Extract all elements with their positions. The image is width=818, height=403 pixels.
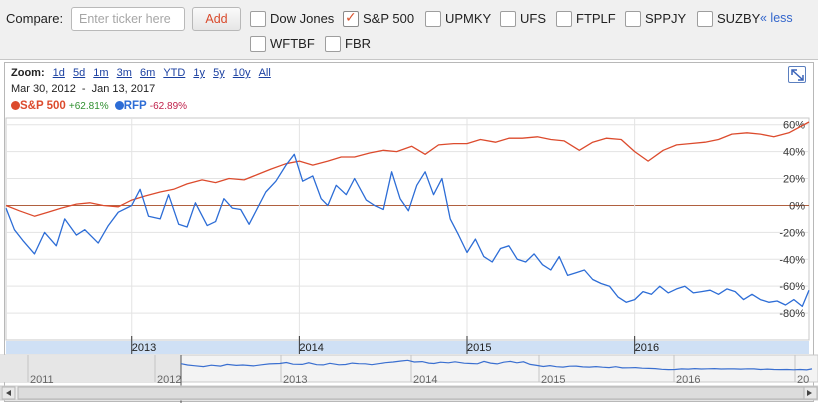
checkbox-sp500[interactable]: ✓ [343,9,359,27]
compare-label: Compare: [6,11,64,26]
chart-legend: S&P 500 +62.81% RFP -62.89% [11,100,187,112]
date-separator: - [81,83,86,95]
ticker-label-wftbf[interactable]: WFTBF [270,36,315,51]
zoom-6m[interactable]: 6m [139,67,156,79]
x-tick-label: 2013 [132,342,156,354]
less-link[interactable]: « less [760,11,793,25]
y-tick-label: 0% [789,200,805,212]
zoom-10y[interactable]: 10y [232,67,251,79]
checkbox-wftbf[interactable] [250,36,266,52]
navigator-year-label: 2013 [283,374,307,386]
x-axis-bar [6,341,809,354]
zoom-label: Zoom: [11,67,45,79]
series-line-rfp[interactable] [5,153,810,308]
legend-sp500-name: S&P 500 [20,100,66,112]
y-tick-label: -20% [779,227,805,239]
ticker-label-ftplf[interactable]: FTPLF [576,11,616,26]
y-tick-label: 20% [783,174,805,186]
x-tick-label: 2016 [635,342,659,354]
y-tick-label: 40% [783,147,805,159]
navigator-year-label: 2011 [30,374,54,386]
y-tick-label: 60% [783,120,805,132]
scroll-left-arrow-icon [6,390,11,396]
ticker-label-fbr[interactable]: FBR [345,36,371,51]
zoom-controls: Zoom: 1d 5d 1m 3m 6m YTD 1y 5y 10y All [11,67,271,79]
navigator-year-label: 20 [797,374,809,386]
legend-rfp-name: RFP [123,100,147,112]
x-tick-label: 2014 [299,342,323,354]
zoom-all[interactable]: All [258,67,271,79]
checkbox-sppjy[interactable] [625,11,641,27]
y-tick-label: -60% [779,281,805,293]
checkbox-ufs[interactable] [500,11,516,27]
date-start: Mar 30, 2012 [11,83,76,95]
date-range: Mar 30, 2012 - Jan 13, 2017 [11,83,155,95]
series-line-sp500[interactable] [5,121,810,217]
ticker-label-suzby[interactable]: SUZBY [717,11,761,26]
ticker-label-upmky[interactable]: UPMKY [445,11,492,26]
checkbox-upmky[interactable] [425,11,441,27]
legend-sp500-change: +62.81% [68,101,109,112]
ticker-label-sp500[interactable]: S&P 500 [363,11,415,26]
ticker-search-input[interactable] [71,7,185,31]
ticker-label-sppjy[interactable]: SPPJY [645,11,687,26]
zoom-5d[interactable]: 5d [72,67,86,79]
compare-toolbar: Compare: Add Dow Jones ✓ S&P 500 UPMKY U… [0,0,818,60]
ticker-label-dow-jones[interactable]: Dow Jones [270,11,335,26]
scroll-right-arrow-icon [807,390,812,396]
expand-chart-button[interactable] [788,66,806,83]
x-tick-label: 2015 [467,342,491,354]
zoom-1y[interactable]: 1y [193,67,206,79]
legend-rfp-change: -62.89% [149,101,188,112]
expand-icon [791,69,804,81]
date-end: Jan 13, 2017 [91,83,156,95]
plot-area [5,117,810,341]
checkbox-suzby[interactable] [697,11,713,27]
navigator-year-label: 2012 [157,374,181,386]
rfp-legend-dot-icon [114,101,124,110]
checkbox-fbr[interactable] [325,36,341,52]
zoom-5y[interactable]: 5y [213,67,225,79]
checkmark-icon: ✓ [345,9,357,25]
navigator-unselected-region [0,355,181,382]
sp500-legend-dot-icon [11,101,20,110]
navigator-year-label: 2016 [676,374,700,386]
navigator-sparkline [180,359,813,371]
zoom-1d[interactable]: 1d [52,67,65,79]
add-button[interactable]: Add [192,7,241,31]
ticker-label-ufs[interactable]: UFS [520,11,546,26]
y-tick-label: -40% [779,254,805,266]
checkbox-ftplf[interactable] [556,11,572,27]
zoom-ytd[interactable]: YTD [163,67,186,79]
zoom-1m[interactable]: 1m [93,67,109,79]
navigator-year-label: 2015 [541,374,565,386]
zoom-3m[interactable]: 3m [116,67,132,79]
scrollbar-thumb[interactable] [17,386,809,400]
y-tick-label: -80% [779,308,805,320]
checkbox-dow-jones[interactable] [250,11,266,27]
navigator-year-label: 2014 [413,374,437,386]
